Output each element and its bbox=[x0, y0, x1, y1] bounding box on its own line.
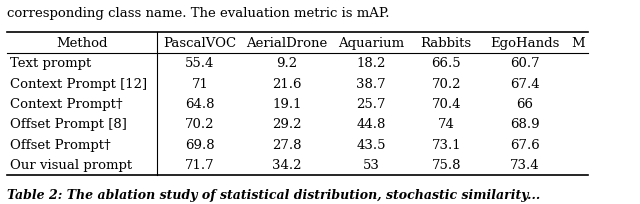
Text: 70.2: 70.2 bbox=[185, 118, 214, 131]
Text: 53: 53 bbox=[362, 158, 380, 171]
Text: Offset Prompt†: Offset Prompt† bbox=[10, 138, 110, 151]
Text: Our visual prompt: Our visual prompt bbox=[10, 158, 132, 171]
Text: 71.7: 71.7 bbox=[185, 158, 215, 171]
Text: Rabbits: Rabbits bbox=[420, 37, 472, 50]
Text: 25.7: 25.7 bbox=[356, 98, 386, 111]
Text: 9.2: 9.2 bbox=[276, 57, 298, 70]
Text: 34.2: 34.2 bbox=[273, 158, 302, 171]
Text: 64.8: 64.8 bbox=[185, 98, 214, 111]
Text: 21.6: 21.6 bbox=[273, 77, 302, 90]
Text: 44.8: 44.8 bbox=[356, 118, 386, 131]
Text: 69.8: 69.8 bbox=[185, 138, 215, 151]
Text: 66: 66 bbox=[516, 98, 533, 111]
Text: EgoHands: EgoHands bbox=[490, 37, 559, 50]
Text: Aquarium: Aquarium bbox=[338, 37, 404, 50]
Text: 66.5: 66.5 bbox=[431, 57, 461, 70]
Text: 43.5: 43.5 bbox=[356, 138, 386, 151]
Text: Table 2: The ablation study of statistical distribution, stochastic similarity..: Table 2: The ablation study of statistic… bbox=[6, 188, 540, 201]
Text: M: M bbox=[571, 37, 585, 50]
Text: 60.7: 60.7 bbox=[510, 57, 540, 70]
Text: 38.7: 38.7 bbox=[356, 77, 386, 90]
Text: 70.2: 70.2 bbox=[431, 77, 461, 90]
Text: 71: 71 bbox=[191, 77, 209, 90]
Text: 29.2: 29.2 bbox=[273, 118, 302, 131]
Text: Offset Prompt [8]: Offset Prompt [8] bbox=[10, 118, 127, 131]
Text: 19.1: 19.1 bbox=[273, 98, 302, 111]
Text: 74: 74 bbox=[438, 118, 454, 131]
Text: Context Prompt†: Context Prompt† bbox=[10, 98, 122, 111]
Text: Method: Method bbox=[56, 37, 108, 50]
Text: Text prompt: Text prompt bbox=[10, 57, 91, 70]
Text: AerialDrone: AerialDrone bbox=[246, 37, 328, 50]
Text: 67.4: 67.4 bbox=[510, 77, 540, 90]
Text: 73.4: 73.4 bbox=[510, 158, 540, 171]
Text: 27.8: 27.8 bbox=[273, 138, 302, 151]
Text: 73.1: 73.1 bbox=[431, 138, 461, 151]
Text: 18.2: 18.2 bbox=[356, 57, 386, 70]
Text: Context Prompt [12]: Context Prompt [12] bbox=[10, 77, 147, 90]
Text: 70.4: 70.4 bbox=[431, 98, 461, 111]
Text: 55.4: 55.4 bbox=[185, 57, 214, 70]
Text: 67.6: 67.6 bbox=[510, 138, 540, 151]
Text: 68.9: 68.9 bbox=[510, 118, 540, 131]
Text: corresponding class name. The evaluation metric is mAP.: corresponding class name. The evaluation… bbox=[6, 7, 389, 20]
Text: 75.8: 75.8 bbox=[431, 158, 461, 171]
Text: PascalVOC: PascalVOC bbox=[163, 37, 237, 50]
